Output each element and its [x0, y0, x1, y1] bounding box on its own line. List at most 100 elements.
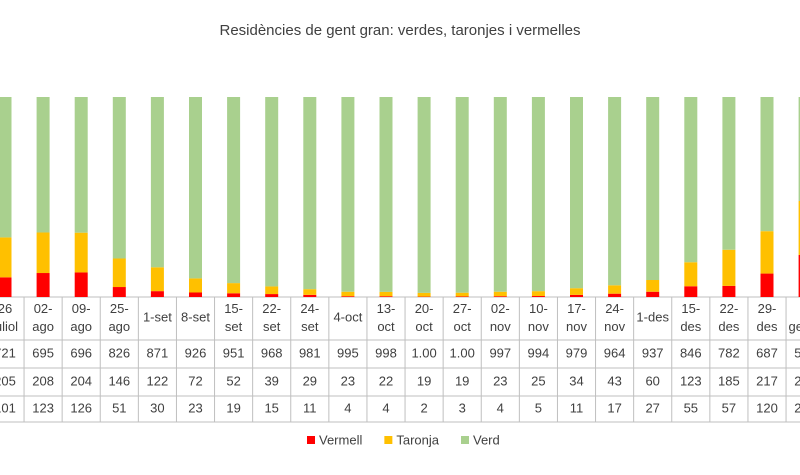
- category-label: 15-des: [680, 301, 701, 334]
- bar-segment: [760, 97, 774, 232]
- table-value: 846: [680, 345, 702, 360]
- table-value: 3: [459, 400, 466, 415]
- table-value: 72: [188, 373, 202, 388]
- table-value: 826: [108, 345, 130, 360]
- legend-label: Vermell: [319, 432, 362, 447]
- table-value: 23: [341, 373, 355, 388]
- category-label: 22-des: [718, 301, 739, 334]
- category-label: 24-set: [300, 301, 319, 334]
- table-value: 937: [642, 345, 664, 360]
- bar-segment: [646, 291, 660, 297]
- bar-segment: [722, 249, 736, 286]
- bar-segment: [798, 97, 800, 201]
- table-value: 5: [535, 400, 542, 415]
- table-value: 979: [566, 345, 588, 360]
- table-value: 11: [303, 400, 317, 415]
- category-label: 09-ago: [70, 301, 92, 334]
- category-label: 02-nov: [490, 301, 511, 334]
- category-label: 4-oct: [333, 309, 362, 324]
- table-value: 1.00: [411, 345, 436, 360]
- table-value: 123: [680, 373, 702, 388]
- table-value: 217: [756, 373, 778, 388]
- bar-segment: [36, 232, 50, 274]
- bar-segment: [0, 97, 12, 238]
- category-label: 20-oct: [415, 301, 434, 334]
- bar-segment: [36, 273, 50, 297]
- bar-segment: [112, 97, 126, 259]
- table-value: 998: [375, 345, 397, 360]
- table-value: 696: [70, 345, 92, 360]
- bar-segment: [608, 285, 622, 294]
- table-value: 27: [645, 400, 659, 415]
- table-value: 4: [497, 400, 504, 415]
- category-label: 15-set: [224, 301, 243, 334]
- category-label: 1-des: [636, 309, 669, 324]
- bar-segment: [722, 285, 736, 297]
- bar-segment: [303, 294, 317, 297]
- chart-title: Residències de gent gran: verdes, taronj…: [219, 22, 580, 39]
- category-label: 29-des: [757, 301, 778, 334]
- bar-segment: [341, 296, 355, 297]
- bar-segment: [760, 231, 774, 274]
- table-value: 964: [604, 345, 626, 360]
- table-value: 146: [108, 373, 130, 388]
- bar-segment: [265, 294, 279, 297]
- bar-segment: [417, 292, 431, 297]
- table-value: 19: [226, 400, 240, 415]
- bar-segment: [455, 97, 469, 293]
- bar-segment: [684, 286, 698, 297]
- table-value: 126: [70, 400, 92, 415]
- table-value: 22: [379, 373, 393, 388]
- legend-label: Taronja: [396, 432, 439, 447]
- bar-segment: [227, 293, 241, 297]
- table-value: 926: [185, 345, 207, 360]
- table-value: 951: [223, 345, 245, 360]
- table-value: 205: [0, 373, 16, 388]
- bar-segment: [570, 294, 583, 297]
- table-value: 721: [0, 345, 16, 360]
- bar-segment: [722, 97, 736, 250]
- bar-segment: [531, 97, 545, 292]
- bar-segment: [417, 97, 431, 293]
- bar-segment: [150, 97, 164, 268]
- bar-segment: [684, 97, 698, 263]
- bar-segment: [531, 296, 545, 297]
- category-label: 27-oct: [453, 301, 472, 334]
- table-value: 520: [794, 345, 800, 360]
- bar-segment: [455, 296, 469, 297]
- table-value: 210: [794, 400, 800, 415]
- table-value: 204: [70, 373, 92, 388]
- bar-segment: [684, 262, 698, 287]
- legend-swatch: [307, 436, 315, 444]
- category-label: 02-ago: [32, 301, 54, 334]
- category-label: 1-set: [143, 309, 172, 324]
- table-value: 185: [718, 373, 740, 388]
- category-label: 8-set: [181, 309, 210, 324]
- bar-segment: [150, 267, 164, 292]
- bar-segment: [227, 97, 241, 284]
- table-value: 1.00: [450, 345, 475, 360]
- table-value: 2: [420, 400, 427, 415]
- table-value: 29: [303, 373, 317, 388]
- table-value: 39: [264, 373, 278, 388]
- table-value: 57: [722, 400, 736, 415]
- bar-segment: [531, 291, 545, 297]
- bar-segment: [189, 97, 202, 279]
- bar-segment: [798, 255, 800, 297]
- bar-segment: [341, 97, 355, 292]
- table-value: 30: [150, 400, 164, 415]
- table-value: 19: [417, 373, 431, 388]
- bar-segment: [570, 288, 583, 295]
- table-value: 101: [0, 400, 16, 415]
- bar-segment: [379, 291, 393, 297]
- bar-segment: [798, 201, 800, 255]
- table-value: 25: [531, 373, 545, 388]
- category-label: 26juliol: [0, 301, 18, 334]
- table-value: 17: [607, 400, 621, 415]
- table-value: 981: [299, 345, 321, 360]
- table-value: 11: [570, 400, 584, 415]
- table-value: 23: [188, 400, 202, 415]
- category-label: 22-set: [262, 301, 281, 334]
- bar-segment: [379, 97, 393, 292]
- bar-segment: [379, 296, 393, 297]
